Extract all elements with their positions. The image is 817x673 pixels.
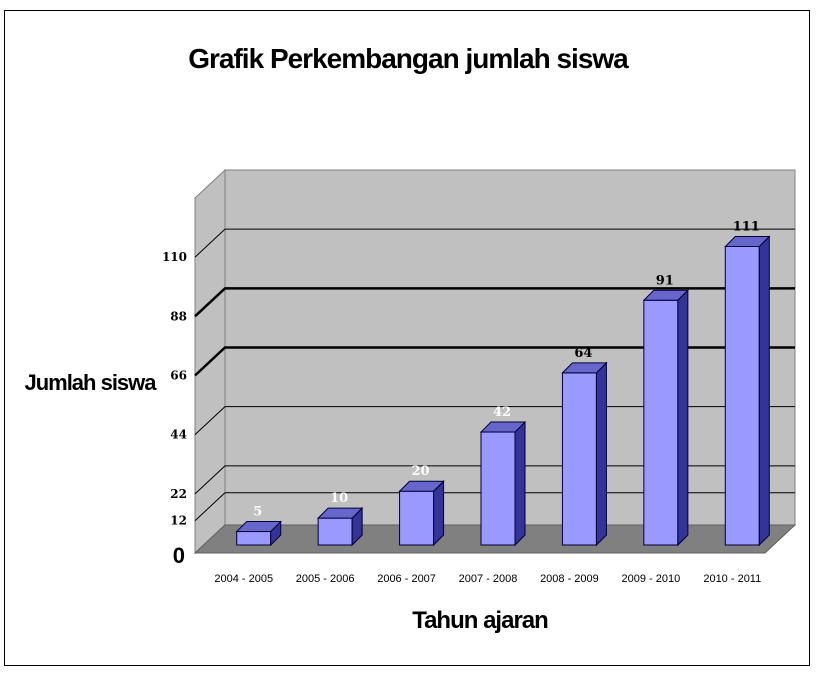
y-axis-ticks: 0 12 22 44 66 88 110 (162, 250, 187, 568)
x-tick-label: 2009 - 2010 (621, 573, 680, 585)
y-tick-label: 66 (170, 369, 187, 383)
y-tick-label: 110 (162, 250, 187, 264)
x-tick-label: 2004 - 2005 (214, 573, 273, 585)
y-tick-label: 0 (173, 543, 185, 568)
x-tick-label: 2007 - 2008 (459, 573, 518, 585)
bar-front (399, 490, 435, 546)
data-labels: 5 10 20 42 64 91 111 (253, 219, 760, 519)
bar-front (236, 531, 272, 546)
data-label: 42 (493, 405, 511, 420)
y-tick-label: 44 (170, 428, 187, 442)
gridline (194, 228, 795, 258)
chart-title: Grafik Perkembangan jumlah siswa (188, 43, 629, 74)
bar (316, 506, 364, 547)
bar (479, 420, 527, 547)
data-label: 20 (412, 464, 430, 479)
gridline (194, 346, 795, 377)
bar-front (561, 372, 597, 546)
y-tick-label: 22 (170, 487, 187, 501)
bar-top (642, 289, 690, 301)
data-label: 111 (733, 219, 760, 234)
bar-front (724, 245, 760, 546)
bar (642, 289, 690, 547)
bar-top (235, 521, 282, 533)
bar (724, 235, 771, 547)
data-label: 10 (330, 491, 348, 506)
bar (235, 520, 282, 547)
x-tick-label: 2010 - 2011 (703, 573, 761, 585)
data-label: 91 (656, 273, 674, 288)
bar-side (677, 289, 689, 547)
bar-side (595, 361, 607, 547)
bar-front (643, 299, 679, 546)
bar-top (479, 421, 527, 433)
x-tick-label: 2006 - 2007 (377, 573, 436, 585)
bar-side (433, 480, 445, 547)
bar-top (724, 235, 771, 247)
bar-top (561, 362, 608, 374)
bar-front (317, 517, 353, 546)
x-tick-label: 2008 - 2009 (540, 573, 599, 585)
data-label: 5 (253, 505, 262, 520)
x-axis-label: Tahun ajaran (412, 607, 548, 634)
bar-front (480, 431, 516, 546)
data-label: 64 (574, 346, 592, 361)
x-axis-ticks: 2004 - 2005 2005 - 2006 2006 - 2007 2007 - … (214, 573, 761, 585)
y-tick-label: 88 (170, 309, 187, 323)
bar-top (398, 480, 445, 492)
bar (561, 361, 608, 547)
y-tick-label: 12 (170, 514, 187, 528)
bar-side (514, 420, 526, 547)
bar (398, 480, 445, 547)
bars (235, 235, 771, 547)
y-axis-label: Jumlah siswa (24, 370, 157, 395)
x-tick-label: 2005 - 2006 (296, 573, 355, 585)
gridline (194, 287, 795, 318)
bar-top (316, 507, 364, 519)
bar-side (758, 235, 770, 547)
